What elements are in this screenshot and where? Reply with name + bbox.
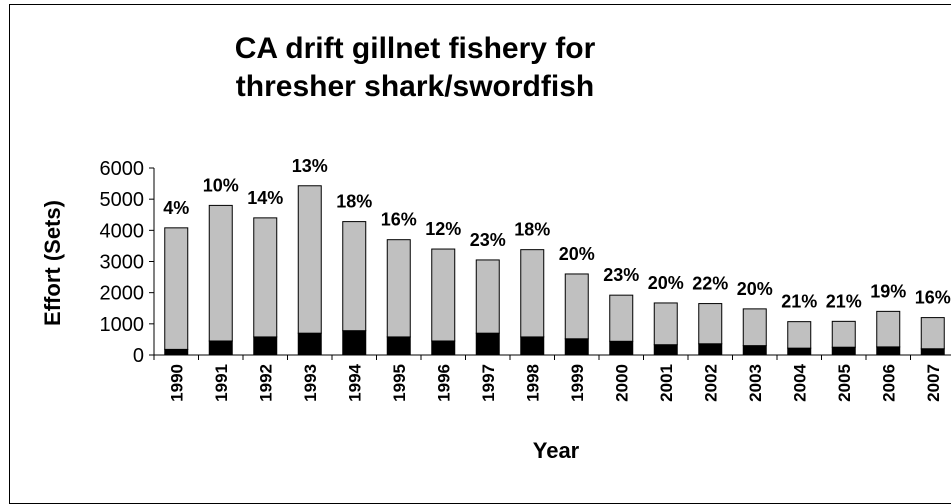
data-label-2005: 21% [826,291,862,311]
y-tick-label-2000: 2000 [100,283,145,305]
data-label-2002: 22% [692,274,728,294]
x-tick-label-1998: 1998 [523,364,542,402]
bar-1997-segment-1 [475,332,500,356]
data-label-1995: 16% [381,210,417,230]
data-label-1992: 14% [247,188,283,208]
bar-1996-segment-2 [431,248,456,342]
data-label-2003: 20% [737,279,773,299]
bar-1990-segment-2 [164,227,189,350]
y-tick-label-1000: 1000 [100,314,145,336]
data-label-2004: 21% [781,292,817,312]
bar-1995-segment-1 [386,336,411,356]
bar-2006-segment-1 [876,346,901,356]
bar-2000-segment-1 [609,340,634,356]
y-tick-label-0: 0 [133,345,144,367]
bar-1998-segment-2 [520,249,545,338]
x-tick-label-2001: 2001 [657,364,676,402]
data-label-1993: 13% [292,156,328,176]
bar-1993-segment-1 [297,332,322,356]
x-tick-label-1995: 1995 [390,364,409,402]
x-tick-label-2007: 2007 [924,364,943,402]
bar-2005-segment-1 [831,346,856,356]
x-tick-label-1992: 1992 [256,364,275,402]
bar-1991-segment-1 [208,340,233,356]
bar-2002-segment-1 [698,343,723,356]
data-label-2000: 23% [603,265,639,285]
bar-1999-segment-2 [564,273,589,340]
y-tick-label-6000: 6000 [100,158,145,180]
bar-2005-segment-2 [831,320,856,348]
x-tick-label-2003: 2003 [746,364,765,402]
x-tick-label-2006: 2006 [879,364,898,402]
bar-1993-segment-2 [297,185,322,334]
bar-1990-segment-1 [164,348,189,356]
y-axis-title: Effort (Sets) [40,200,65,326]
bar-1992-segment-1 [253,336,278,356]
data-label-1996: 12% [425,219,461,239]
data-label-2007: 16% [915,288,951,308]
x-tick-label-2005: 2005 [835,364,854,402]
data-label-2001: 20% [648,273,684,293]
bar-1992-segment-2 [253,217,278,338]
y-tick-label-5000: 5000 [100,189,145,211]
bar-1991-segment-2 [208,204,233,342]
data-label-1998: 18% [514,220,550,240]
bar-1994-segment-2 [342,221,367,332]
y-tick-label-4000: 4000 [100,220,145,242]
bar-2006-segment-2 [876,310,901,348]
x-tick-label-1994: 1994 [345,363,364,401]
x-tick-label-1996: 1996 [434,364,453,402]
bar-2003-segment-1 [742,345,767,356]
y-tick-label-3000: 3000 [100,252,145,274]
x-tick-label-1990: 1990 [167,364,186,402]
bar-2001-segment-2 [653,302,678,346]
data-label-1999: 20% [559,244,595,264]
chart-title: CA drift gillnet fishery for thresher sh… [234,32,596,103]
x-tick-label-1997: 1997 [479,364,498,402]
x-tick-label-2000: 2000 [612,364,631,402]
bar-chart: 0 1000 2000 3000 4000 5000 6000 1990 1991 1992 199… [40,156,951,463]
x-tick-label-2004: 2004 [790,363,809,401]
bar-2000-segment-2 [609,294,634,342]
bar-2007-segment-2 [920,317,945,350]
bar-1994-segment-1 [342,330,367,356]
data-label-1994: 18% [336,192,372,212]
bar-2002-segment-2 [698,303,723,345]
x-axis-title: Year [533,438,580,463]
x-tick-label-1999: 1999 [568,364,587,402]
bar-1995-segment-2 [386,239,411,338]
bar-2004-segment-1 [787,347,812,356]
bar-2001-segment-1 [653,344,678,356]
bar-2007-segment-1 [920,348,945,356]
bar-1998-segment-1 [520,336,545,356]
x-tick-label-1993: 1993 [301,364,320,402]
data-label-1990: 4% [163,198,189,218]
bar-1996-segment-1 [431,340,456,356]
data-label-1991: 10% [203,175,239,195]
data-label-1997: 23% [470,230,506,250]
data-label-2006: 19% [870,281,906,301]
x-tick-label-1991: 1991 [212,364,231,402]
x-tick-label-2002: 2002 [701,364,720,402]
bar-1999-segment-1 [564,338,589,356]
bar-2004-segment-2 [787,321,812,349]
bar-1997-segment-2 [475,259,500,334]
bar-2003-segment-2 [742,308,767,347]
